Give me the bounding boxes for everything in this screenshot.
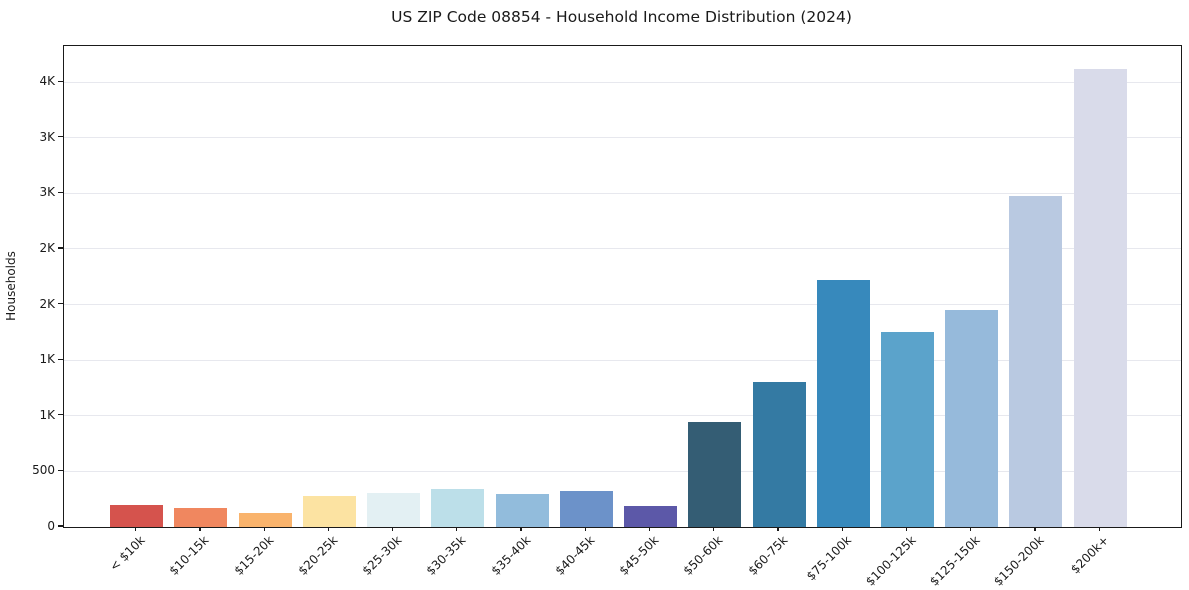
x-tick-label-25-30k: $25-30k	[359, 533, 405, 578]
x-tick-mark	[135, 527, 137, 532]
x-tick-label-20-25k: $20-25k	[295, 533, 341, 578]
x-tick-mark	[392, 527, 394, 532]
y-tick-mark	[58, 136, 63, 138]
y-tick-label-3500: 3K	[39, 129, 55, 144]
x-tick-label-60-75k: $60-75k	[745, 533, 790, 578]
x-tick-label-75-100k: $75-100k	[803, 533, 855, 584]
x-tick-mark	[1034, 527, 1036, 532]
x-tick-mark	[327, 527, 329, 532]
x-tick-label-45-50k: $45-50k	[616, 533, 662, 578]
y-tick-label-0: 0	[47, 519, 55, 533]
y-tick-mark	[58, 414, 63, 416]
y-tick-mark	[58, 247, 63, 249]
bar-60-75k	[752, 382, 806, 527]
gridline-2K	[64, 248, 1181, 250]
x-tick-label-50-60k: $50-60k	[680, 533, 726, 578]
chart-title: US ZIP Code 08854 - Household Income Dis…	[391, 8, 852, 26]
x-tick-label-10k: < $10k	[106, 533, 148, 574]
x-tick-label-40-45k: $40-45k	[552, 533, 598, 578]
x-tick-mark	[841, 527, 843, 532]
bar-150-200k	[1009, 195, 1063, 527]
x-tick-label-125-150k: $125-150k	[926, 533, 983, 589]
x-tick-mark	[713, 527, 715, 532]
bar-125-150k	[945, 309, 999, 527]
bar-20-25k	[302, 496, 356, 527]
gridline-500	[64, 470, 1181, 472]
y-tick-label-4000: 4K	[39, 74, 55, 89]
y-tick-mark	[58, 80, 63, 82]
bar-100-125k	[880, 331, 934, 527]
bar-200k+	[1073, 69, 1127, 527]
bar-50-60k	[688, 421, 742, 527]
gridline-1K	[64, 359, 1181, 361]
y-tick-mark	[58, 302, 63, 305]
gridline-3K	[64, 192, 1181, 194]
y-tick-label-500: 500	[32, 463, 55, 478]
x-tick-label-100-125k: $100-125k	[862, 533, 919, 589]
bar-40-45k	[559, 491, 613, 527]
bar-25-30k	[367, 493, 421, 527]
x-tick-label-35-40k: $35-40k	[488, 533, 533, 578]
y-tick-mark	[58, 525, 63, 527]
x-tick-mark	[456, 527, 458, 532]
bar-35-40k	[495, 493, 549, 527]
bar-15-20k	[238, 512, 292, 527]
plot-area	[63, 45, 1182, 528]
gridline-2K	[64, 304, 1181, 306]
bar-10-15k	[174, 508, 228, 527]
gridline-4K	[64, 81, 1181, 83]
x-tick-label-15-20k: $15-20k	[231, 533, 277, 578]
bar-30-35k	[431, 488, 485, 527]
y-tick-label-2500: 2K	[39, 240, 55, 255]
x-tick-mark	[648, 527, 651, 532]
y-tick-mark	[58, 191, 63, 193]
y-tick-label-3000: 3K	[39, 185, 55, 200]
x-tick-label-150-200k: $150-200k	[991, 533, 1047, 589]
x-tick-mark	[905, 527, 908, 532]
x-tick-mark	[199, 527, 201, 532]
x-tick-mark	[263, 527, 265, 532]
y-tick-label-1000: 1K	[39, 407, 55, 422]
x-tick-mark	[777, 527, 779, 532]
y-tick-mark	[58, 469, 63, 471]
x-tick-mark	[584, 527, 586, 532]
y-tick-label-2000: 2K	[39, 296, 55, 311]
x-tick-label-30-35k: $30-35k	[423, 533, 469, 578]
x-tick-mark	[970, 527, 972, 532]
bar-10k	[110, 504, 164, 527]
gridline-1K	[64, 415, 1181, 417]
x-tick-label-10-15k: $10-15k	[166, 533, 212, 578]
x-tick-mark	[520, 527, 522, 532]
x-tick-mark	[1098, 527, 1100, 532]
gridline-3K	[64, 137, 1181, 139]
y-tick-mark	[58, 358, 63, 360]
bar-75-100k	[816, 279, 870, 527]
x-tick-label-200k+: $200k+	[1067, 533, 1112, 577]
y-tick-label-1500: 1K	[39, 352, 55, 367]
bar-45-50k	[624, 506, 678, 527]
